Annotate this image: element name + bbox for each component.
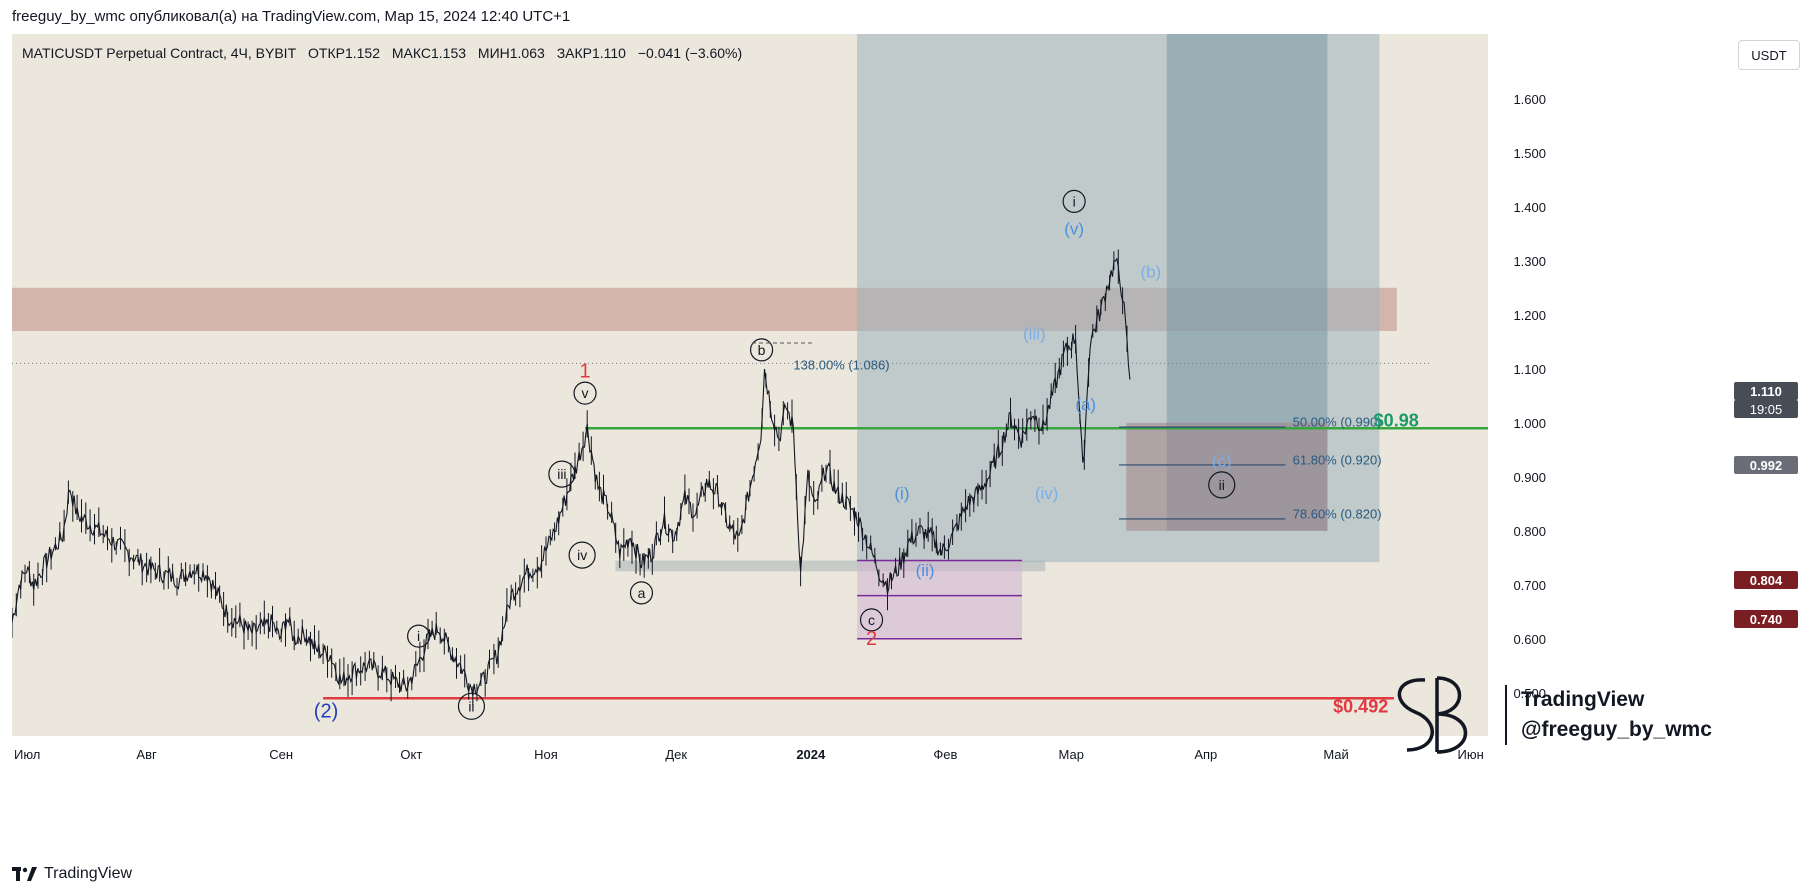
wave-circle-10 bbox=[859, 608, 884, 632]
wave-circle-3 bbox=[568, 541, 596, 569]
y-tick-1: 0.600 bbox=[1513, 632, 1546, 647]
countdown-tag: 19:05 bbox=[1734, 400, 1798, 418]
wave-label-3: iv bbox=[577, 547, 587, 563]
wave2-zone bbox=[857, 560, 1023, 639]
chart-label-0: 1 bbox=[579, 361, 590, 383]
y-tick-2: 0.700 bbox=[1513, 578, 1546, 593]
target-box bbox=[1126, 422, 1328, 531]
x-tick-11: Июн bbox=[1457, 747, 1483, 762]
currency-unit-button[interactable]: USDT bbox=[1738, 40, 1800, 70]
x-tick-1: Авг bbox=[136, 747, 157, 762]
support-zone bbox=[615, 560, 1046, 572]
open-value: ОТКР1.152 bbox=[308, 45, 380, 61]
change-value: −0.041 (−3.60%) bbox=[637, 45, 743, 61]
level-0804-tag: 0.804 bbox=[1734, 571, 1798, 589]
x-tick-5: Дек bbox=[665, 747, 687, 762]
level-0740-tag: 0.740 bbox=[1734, 610, 1798, 628]
wave-circle-7 bbox=[407, 624, 431, 648]
wave-label-21: ii bbox=[1219, 477, 1225, 493]
high-value: МАКС1.153 bbox=[391, 45, 467, 61]
chart-label-6: 138.00% (1.086) bbox=[793, 357, 889, 372]
y-tick-8: 1.300 bbox=[1513, 254, 1546, 269]
chart-label-11: 2 bbox=[866, 628, 877, 650]
y-tick-7: 1.200 bbox=[1513, 308, 1546, 323]
wave-circle-21 bbox=[1208, 471, 1236, 499]
y-tick-0: 0.500 bbox=[1513, 686, 1546, 701]
footer-brand-label: TradingView bbox=[44, 865, 133, 882]
low-value: МИН1.063 bbox=[477, 45, 545, 61]
wave-circle-1 bbox=[573, 381, 597, 405]
wave-label-8: ii bbox=[468, 698, 474, 714]
y-tick-5: 1.000 bbox=[1513, 416, 1546, 431]
wave-label-5: b bbox=[758, 342, 766, 358]
close-value: ЗАКР1.110 bbox=[556, 45, 626, 61]
chart-label-16: (v) bbox=[1064, 219, 1084, 238]
chart-label-15: (iv) bbox=[1035, 484, 1059, 503]
y-tick-9: 1.400 bbox=[1513, 200, 1546, 215]
chart-label-18: (a) bbox=[1075, 395, 1096, 414]
y-tick-10: 1.500 bbox=[1513, 146, 1546, 161]
chart-label-13: (ii) bbox=[916, 561, 935, 580]
wave-circle-8 bbox=[457, 692, 486, 720]
wave-label-1: v bbox=[582, 385, 589, 401]
x-tick-10: Май bbox=[1323, 747, 1348, 762]
chart-label-20: (c) bbox=[1212, 452, 1232, 471]
x-tick-8: Мар bbox=[1059, 747, 1084, 762]
wave-circle-5 bbox=[749, 338, 774, 362]
wave-circle-17 bbox=[1062, 189, 1086, 213]
chart-label-22: 50.00% (0.990) bbox=[1293, 415, 1382, 430]
y-tick-6: 1.100 bbox=[1513, 362, 1546, 377]
watermark-brand: TradingView bbox=[1521, 688, 1645, 711]
x-tick-9: Апр bbox=[1194, 747, 1217, 762]
chart-label-23: 61.80% (0.920) bbox=[1293, 452, 1382, 467]
wave-label-7: i bbox=[417, 628, 420, 644]
wave-circle-4 bbox=[629, 581, 654, 605]
x-tick-6: 2024 bbox=[796, 747, 826, 762]
watermark-author: @freeguy_by_wmc bbox=[1521, 718, 1712, 741]
chart-label-19: (b) bbox=[1140, 263, 1161, 282]
price-wicks-0 bbox=[11, 249, 1128, 706]
wave-label-4: a bbox=[638, 585, 646, 601]
y-tick-3: 0.800 bbox=[1513, 524, 1546, 539]
level-0992-tag: 0.992 bbox=[1734, 456, 1798, 474]
sb-logo-icon bbox=[1397, 676, 1468, 754]
y-tick-11: 1.600 bbox=[1513, 92, 1546, 107]
x-tick-0: Июл bbox=[14, 747, 40, 762]
x-tick-4: Ноя bbox=[534, 747, 558, 762]
current-price-tag: 1.110 bbox=[1734, 382, 1798, 400]
chart-label-9: (2) bbox=[314, 701, 338, 723]
chart-label-24: 78.60% (0.820) bbox=[1293, 506, 1382, 521]
chart-label-25: $0.98 bbox=[1374, 411, 1419, 431]
publish-line: freeguy_by_wmc опубликовал(а) на Trading… bbox=[12, 8, 571, 25]
wave-label-17: i bbox=[1073, 193, 1076, 209]
wave-circle-2 bbox=[548, 460, 576, 488]
wave-label-10: c bbox=[868, 612, 875, 628]
symbol-info: MATICUSDT Perpetual Contract, 4Ч, BYBIT … bbox=[22, 45, 750, 61]
tradingview-logo-icon bbox=[12, 867, 37, 881]
symbol-name: MATICUSDT Perpetual Contract, 4Ч, BYBIT bbox=[22, 45, 297, 61]
chart-label-14: (iii) bbox=[1023, 325, 1046, 344]
wave-label-2: iii bbox=[557, 466, 566, 482]
x-tick-2: Сен bbox=[269, 747, 293, 762]
watermark: TradingView @freeguy_by_wmc bbox=[1385, 670, 1715, 760]
x-tick-3: Окт bbox=[400, 747, 422, 762]
footer-brand[interactable]: TradingView bbox=[12, 862, 132, 886]
chart-label-12: (i) bbox=[894, 484, 909, 503]
chart-area[interactable]: 1 v iii iv a b 138.00% (1.086) i ii (2) c 2 (i) (ii)(… bbox=[11, 34, 1802, 852]
x-tick-7: Фев bbox=[933, 747, 957, 762]
y-tick-4: 0.900 bbox=[1513, 470, 1546, 485]
chart-label-26: $0.492 bbox=[1333, 696, 1388, 716]
